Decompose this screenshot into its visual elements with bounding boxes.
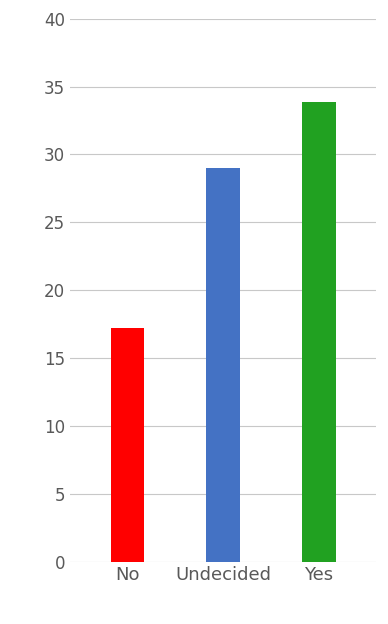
Bar (206, 168, 240, 562)
Bar (111, 328, 144, 562)
Bar (302, 102, 336, 562)
